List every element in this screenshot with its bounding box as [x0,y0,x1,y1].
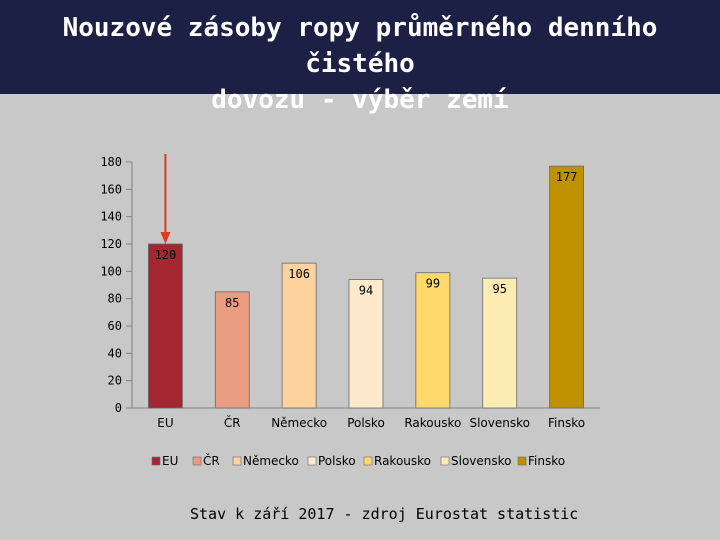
y-tick-label: 60 [108,319,122,333]
legend-swatch [232,456,242,466]
x-category-label: EU [157,416,173,430]
legend-label: EU [162,454,178,468]
bar-Polsko [348,279,384,409]
bar-EU [148,243,183,409]
legend-swatch [440,456,450,466]
slide-title-line-1: Nouzové zásoby ropy průměrného denního č… [62,13,658,79]
slide-title: Nouzové zásoby ropy průměrného denního č… [0,0,720,115]
legend-swatch [192,456,202,466]
bar-Finsko [549,165,584,409]
y-tick-label: 20 [108,374,122,388]
data-label: 106 [288,267,310,281]
legend-label: Německo [243,454,299,468]
legend-swatch [307,456,317,466]
bar-Rakousko [415,272,451,409]
legend-swatch [363,456,373,466]
bar-ČR [214,291,250,409]
legend-label: Polsko [318,454,356,468]
legend-label: Slovensko [451,454,512,468]
y-tick-label: 140 [100,210,122,224]
legend-swatch [151,456,161,466]
bar-Německo [281,262,317,409]
highlight-arrow-head [160,232,171,244]
legend-label: ČR [203,453,220,468]
x-category-label: Rakousko [404,416,461,430]
y-tick-label: 80 [108,292,122,306]
y-tick-label: 100 [100,264,122,278]
legend-label: Finsko [528,454,565,468]
y-tick-label: 180 [100,155,122,169]
data-label: 177 [556,170,578,184]
slide-title-line-2: dovozu - výběr zemí [211,85,509,115]
y-tick-label: 40 [108,346,122,360]
x-category-label: Slovensko [469,416,530,430]
data-label: 94 [359,284,373,298]
y-tick-label: 160 [100,182,122,196]
x-category-label: Finsko [548,416,585,430]
y-tick-label: 120 [100,237,122,251]
legend-swatch [517,456,527,466]
data-label: 120 [155,248,177,262]
x-category-label: ČR [224,415,241,430]
bar-Slovensko [482,277,518,409]
data-label: 95 [492,282,506,296]
data-label: 99 [426,277,440,291]
x-category-label: Polsko [347,416,385,430]
source-caption: Stav k září 2017 - zdroj Eurostat statis… [190,505,579,523]
legend-label: Rakousko [374,454,431,468]
data-label: 85 [225,296,239,310]
y-tick-label: 0 [115,401,122,415]
x-category-label: Německo [271,416,327,430]
